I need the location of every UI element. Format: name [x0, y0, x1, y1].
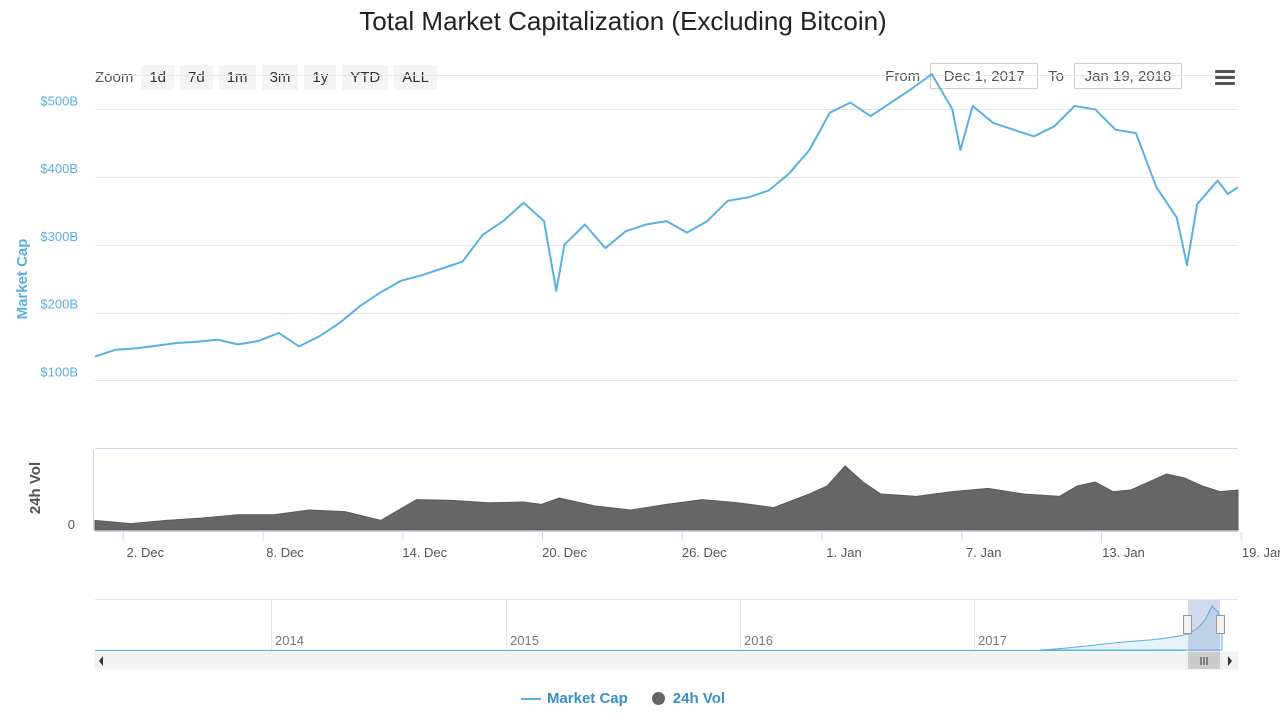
- hamburger-menu-icon[interactable]: [1215, 70, 1235, 86]
- scroll-left-arrow-icon: [99, 656, 103, 666]
- zoom-toolbar: Zoom 1d 7d 1m 3m 1y YTD ALL: [95, 63, 443, 91]
- market-cap-line-icon: [520, 697, 541, 700]
- x-tick-label: 13. Jan: [1102, 545, 1145, 560]
- volume-axis-title: 24h Vol: [27, 462, 44, 514]
- x-tick-label: 1. Jan: [826, 545, 861, 560]
- x-tick-label: 8. Dec: [266, 545, 304, 560]
- zoom-1y-button[interactable]: 1y: [304, 64, 337, 90]
- volume-dot-icon: [651, 692, 665, 705]
- legend-market-cap-label: Market Cap: [546, 690, 628, 707]
- navigator-year-label: 2015: [510, 633, 539, 648]
- navigator-year-label: 2014: [275, 633, 304, 648]
- scroll-right-arrow-icon: [1228, 656, 1232, 666]
- zoom-7d-button[interactable]: 7d: [180, 64, 213, 90]
- zoom-3m-button[interactable]: 3m: [261, 64, 299, 90]
- market-cap-line: [94, 73, 1239, 358]
- y-tick-label: $100B: [40, 364, 78, 379]
- y-tick-label: $300B: [40, 229, 78, 244]
- chart-legend: Market Cap 24h Vol: [0, 690, 1246, 707]
- y-tick-label: $200B: [40, 297, 78, 312]
- navigator-right-handle: [1216, 615, 1225, 634]
- zoom-ytd-button[interactable]: YTD: [342, 64, 389, 90]
- volume-tick-label: 0: [68, 517, 75, 532]
- x-tick-label: 7. Jan: [966, 545, 1001, 560]
- zoom-all-button[interactable]: ALL: [394, 64, 437, 90]
- navigator-series-area: [1039, 605, 1223, 651]
- navigator-year-label: 2016: [744, 633, 773, 648]
- navigator-left-handle: [1183, 615, 1192, 634]
- navigator-selection: [1188, 600, 1220, 652]
- chart-title: Total Market Capitalization (Excluding B…: [359, 6, 887, 36]
- x-tick-label: 14. Dec: [402, 545, 447, 560]
- zoom-1m-button[interactable]: 1m: [218, 64, 256, 90]
- scrollbar-track: [94, 651, 1239, 670]
- legend-24h-vol-label: 24h Vol: [672, 690, 726, 707]
- zoom-label: Zoom: [95, 68, 134, 86]
- volume-area: [94, 465, 1239, 531]
- legend-item-24h-vol[interactable]: 24h Vol: [651, 690, 726, 707]
- y-tick-label: $500B: [40, 93, 78, 108]
- x-tick-label: 20. Dec: [542, 545, 587, 560]
- legend-item-market-cap[interactable]: Market Cap: [520, 690, 628, 707]
- y-axis-title: Market Cap: [14, 239, 31, 320]
- x-tick-label: 26. Dec: [682, 545, 727, 560]
- zoom-1d-button[interactable]: 1d: [141, 64, 175, 90]
- navigator-year-label: 2017: [978, 633, 1007, 648]
- x-tick-label: 19. Jan: [1242, 545, 1280, 560]
- y-tick-label: $400B: [40, 161, 78, 176]
- x-tick-label: 2. Dec: [127, 545, 165, 560]
